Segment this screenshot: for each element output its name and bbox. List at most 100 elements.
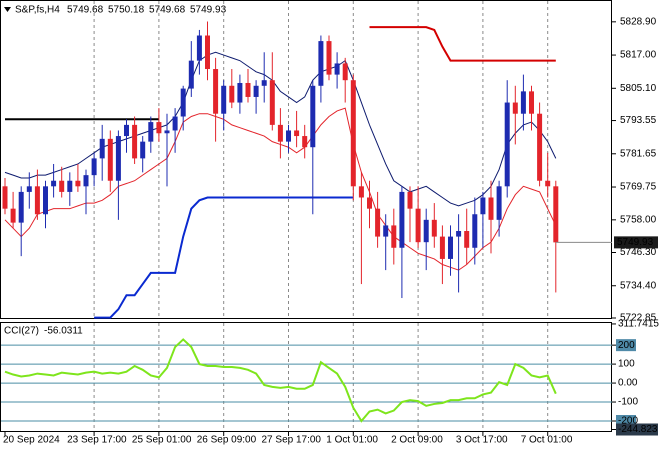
candle-body — [350, 80, 356, 187]
y-tick-label: 5793.55 — [620, 115, 657, 126]
candle-body — [407, 191, 413, 209]
menu-arrow — [4, 7, 11, 12]
candle-body — [375, 208, 381, 237]
candle-body — [529, 91, 534, 114]
y-tick-label: -244.823 — [618, 424, 658, 435]
y-tick-label: 5817.00 — [620, 50, 657, 61]
candle-body — [504, 102, 510, 187]
candle-body — [488, 197, 494, 220]
candle-body — [318, 41, 324, 86]
candle-body — [448, 236, 453, 259]
candle-body — [537, 113, 543, 181]
candle-body — [237, 82, 243, 103]
candle-body — [221, 85, 227, 114]
candle-body — [439, 236, 445, 259]
candle-body — [164, 130, 170, 134]
last-price-label: 5749.93 — [617, 237, 654, 248]
candle-body — [326, 41, 332, 75]
y-tick-label: 5828.90 — [620, 16, 657, 27]
candle-body — [464, 231, 470, 248]
candle-body — [91, 158, 97, 176]
cci-line — [4, 338, 557, 423]
candle-body — [496, 186, 502, 220]
cci-title: CCI(27) — [4, 326, 39, 337]
y-tick-label: 0.00 — [618, 378, 638, 389]
candle-body — [545, 180, 551, 187]
candle-body — [2, 186, 8, 209]
cci-value: -56.0311 — [44, 326, 83, 337]
candle-body — [391, 225, 397, 248]
candle-body — [383, 225, 389, 237]
candle-body — [423, 219, 429, 243]
y-tick-label: 5734.40 — [620, 280, 657, 291]
price-frame — [0, 0, 612, 319]
candle-body — [342, 63, 348, 81]
y-tick-label: 5805.10 — [620, 83, 657, 94]
candle-body — [294, 130, 300, 137]
candle-body — [51, 180, 57, 187]
candle-body — [196, 35, 202, 61]
candle-body — [99, 138, 105, 159]
candle-body — [34, 186, 40, 215]
x-tick-label: 7 Oct 01:00 — [521, 435, 573, 446]
y-tick-label: 5769.75 — [620, 182, 657, 193]
indicator-line — [4, 51, 557, 207]
y-tick-label: 100 — [618, 359, 635, 370]
candle-body — [205, 35, 210, 70]
x-tick-label: 23 Sep 17:00 — [67, 435, 127, 446]
candle-body — [148, 122, 154, 142]
candle-body — [26, 186, 32, 192]
y-tick-label: 5781.65 — [620, 148, 657, 159]
x-tick-label: 26 Sep 09:00 — [197, 435, 257, 446]
indicator-line — [369, 26, 556, 62]
header-ohlc: 5749.68 — [67, 5, 104, 16]
candle-body — [456, 231, 462, 237]
candle-body — [245, 82, 251, 97]
candle-body — [107, 138, 113, 181]
candle-body — [334, 63, 340, 75]
candle-body — [480, 197, 486, 215]
cci-frame — [0, 322, 612, 432]
candle-body — [115, 136, 121, 181]
candle-body — [253, 85, 259, 97]
candle-body — [310, 85, 316, 148]
header-ohlc: 5749.93 — [190, 5, 227, 16]
candle-body — [367, 197, 372, 209]
x-tick-label: 2 Oct 09:00 — [391, 435, 443, 446]
y-tick-label: -100 — [618, 397, 638, 408]
candle-body — [43, 186, 48, 215]
candle-body — [415, 208, 421, 243]
x-tick-label: 27 Sep 17:00 — [262, 435, 322, 446]
candle-body — [512, 102, 518, 114]
y-tick-label: 5746.30 — [620, 247, 657, 258]
candle-body — [18, 191, 24, 223]
candle-body — [302, 136, 308, 148]
y-tick-label: -200 — [618, 416, 638, 427]
candle-body — [213, 69, 219, 114]
candle-body — [140, 141, 146, 159]
candle-body — [358, 186, 364, 198]
y-tick-label: 5722.85 — [620, 313, 657, 324]
x-tick-label: 1 Oct 01:00 — [326, 435, 378, 446]
last-price-box — [614, 236, 658, 249]
candle-body — [399, 191, 405, 248]
candle-body — [172, 116, 178, 131]
chart-title: S&P,fs,H4 — [15, 5, 60, 16]
indicator-line — [94, 196, 354, 319]
candle-body — [269, 80, 275, 125]
header-ohlc: 5749.68 — [149, 5, 186, 16]
header-ohlc: 5750.18 — [108, 5, 145, 16]
x-tick-label: 3 Oct 17:00 — [456, 435, 508, 446]
candle-body — [188, 60, 194, 89]
candle-body — [520, 91, 526, 114]
candle-body — [124, 124, 129, 137]
candle-body — [59, 180, 65, 192]
candle-body — [431, 219, 437, 237]
candle-body — [132, 124, 138, 159]
candle-body — [286, 130, 291, 142]
candle-body — [229, 85, 235, 103]
candle-body — [277, 124, 283, 142]
y-tick-label: 200 — [618, 340, 635, 351]
y-tick-box — [616, 423, 658, 436]
